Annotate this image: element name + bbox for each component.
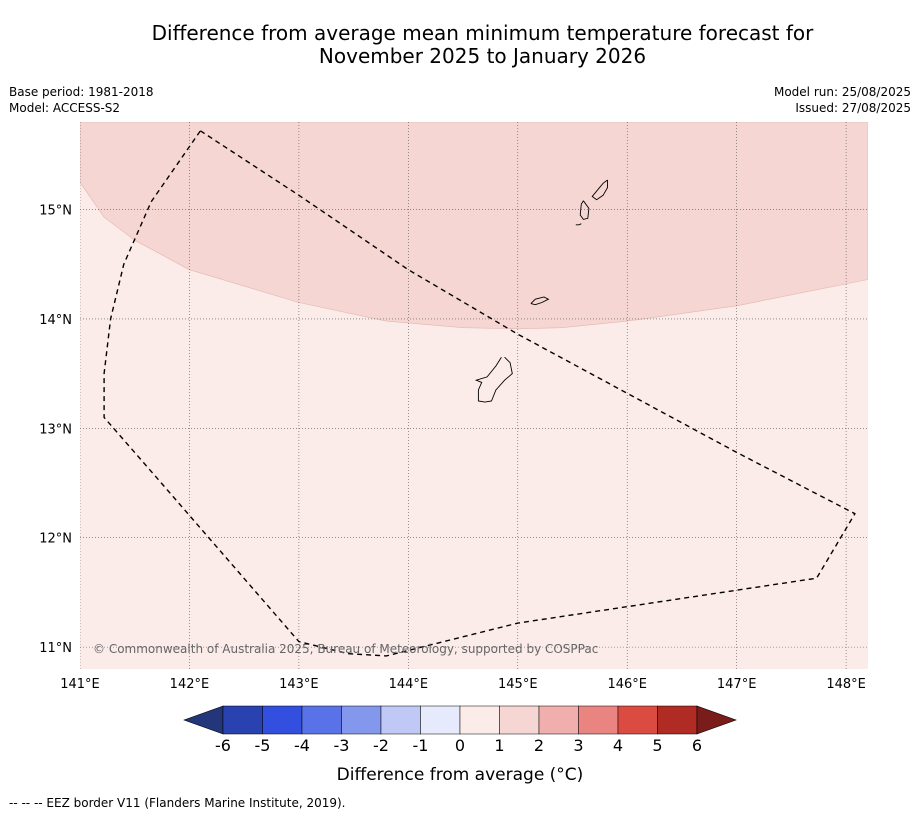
anomaly-field-1-to-2 bbox=[80, 122, 868, 330]
colorbar-tick-label: -5 bbox=[255, 736, 271, 755]
latitude-tick-label: 15°N bbox=[39, 204, 72, 219]
colorbar-tick-label: -1 bbox=[413, 736, 429, 755]
latitude-tick-label: 13°N bbox=[39, 422, 72, 437]
colorbar-tick-label: 4 bbox=[613, 736, 623, 755]
graticule bbox=[80, 122, 868, 669]
longitude-tick-label: 143°E bbox=[279, 677, 319, 692]
colorbar-tick-label: -3 bbox=[334, 736, 350, 755]
eez-border-line bbox=[103, 130, 856, 657]
colorbar-swatch bbox=[617, 705, 658, 735]
longitude-tick-label: 147°E bbox=[717, 677, 757, 692]
island-rota bbox=[530, 296, 550, 306]
colorbar-tick-label: 5 bbox=[652, 736, 662, 755]
colorbar-tick-label: 0 bbox=[455, 736, 465, 755]
island-saipan bbox=[591, 179, 608, 201]
colorbar-under-arrow bbox=[183, 705, 224, 735]
colorbar-swatch bbox=[262, 705, 303, 735]
colorbar-tick-label: 1 bbox=[494, 736, 504, 755]
colorbar-swatch bbox=[301, 705, 342, 735]
longitude-tick-label: 146°E bbox=[607, 677, 647, 692]
longitude-tick-label: 145°E bbox=[498, 677, 538, 692]
metadata-left: Base period: 1981-2018 Model: ACCESS-S2 bbox=[9, 84, 154, 116]
longitude-tick-label: 141°E bbox=[60, 677, 100, 692]
colorbar: -6 -5 -4 -3 -2 -1 0 1 2 3 4 5 6 Difference from aver… bbox=[183, 705, 737, 785]
island-tinian bbox=[579, 200, 590, 220]
colorbar-swatch bbox=[657, 705, 698, 735]
base-period: Base period: 1981-2018 bbox=[9, 85, 154, 99]
longitude-tick-label: 148°E bbox=[826, 677, 866, 692]
colorbar-over-arrow bbox=[696, 705, 737, 735]
colorbar-swatch bbox=[222, 705, 263, 735]
colorbar-swatch bbox=[538, 705, 579, 735]
latitude-tick-label: 12°N bbox=[39, 532, 72, 547]
colorbar-swatch bbox=[341, 705, 382, 735]
map-title: Difference from average mean minimum tem… bbox=[0, 22, 919, 68]
title-line-1: Difference from average mean minimum tem… bbox=[151, 21, 814, 45]
island-guam bbox=[474, 356, 513, 403]
colorbar-tick-label: -6 bbox=[215, 736, 231, 755]
model-name: Model: ACCESS-S2 bbox=[9, 101, 121, 115]
colorbar-tick-label: -2 bbox=[373, 736, 389, 755]
latitude-tick-label: 14°N bbox=[39, 313, 72, 328]
latitude-tick-label: 11°N bbox=[39, 641, 72, 656]
longitude-tick-label: 144°E bbox=[389, 677, 429, 692]
latitude-labels: 11°N 12°N 13°N 14°N 15°N bbox=[39, 204, 72, 657]
colorbar-swatch bbox=[380, 705, 421, 735]
eez-footnote: -- -- -- EEZ border V11 (Flanders Marine… bbox=[9, 796, 346, 810]
colorbar-swatch bbox=[499, 705, 540, 735]
coastlines bbox=[474, 179, 608, 403]
colorbar-tick-label: 3 bbox=[573, 736, 583, 755]
colorbar-tick-label: 2 bbox=[534, 736, 544, 755]
metadata-right: Model run: 25/08/2025 Issued: 27/08/2025 bbox=[774, 84, 911, 116]
colorbar-label: Difference from average (°C) bbox=[337, 765, 584, 785]
island-aguijan bbox=[575, 223, 582, 226]
colorbar-tick-label: 6 bbox=[692, 736, 702, 755]
colorbar-tick-label: -4 bbox=[294, 736, 310, 755]
issued-date: Issued: 27/08/2025 bbox=[795, 101, 911, 115]
colorbar-swatch bbox=[420, 705, 461, 735]
colorbar-swatch bbox=[578, 705, 619, 735]
title-line-2: November 2025 to January 2026 bbox=[318, 44, 647, 68]
longitude-labels: 141°E 142°E 143°E 144°E 145°E 146°E 147°E 148°E bbox=[60, 677, 866, 692]
colorbar-swatch bbox=[459, 705, 500, 735]
copyright-notice: © Commonwealth of Australia 2025, Bureau… bbox=[93, 642, 598, 656]
longitude-tick-label: 142°E bbox=[170, 677, 210, 692]
model-run: Model run: 25/08/2025 bbox=[773, 85, 911, 99]
map-figure: © Commonwealth of Australia 2025, Bureau… bbox=[39, 122, 868, 785]
